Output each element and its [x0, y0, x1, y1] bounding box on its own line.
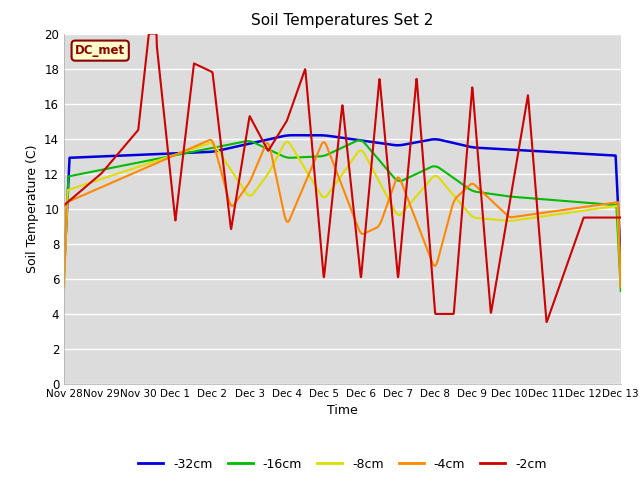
-4cm: [126, 172, 134, 178]
-16cm: [617, 288, 625, 294]
-16cm: [60, 274, 68, 279]
-32cm: [378, 141, 385, 146]
-2cm: [543, 319, 550, 325]
-8cm: [103, 174, 111, 180]
-8cm: [60, 285, 68, 290]
-2cm: [103, 164, 111, 169]
-2cm: [126, 137, 134, 143]
Line: -2cm: -2cm: [64, 34, 621, 322]
Title: Soil Temperatures Set 2: Soil Temperatures Set 2: [252, 13, 433, 28]
-32cm: [297, 132, 305, 138]
-4cm: [60, 285, 68, 290]
Line: -4cm: -4cm: [64, 140, 621, 288]
-4cm: [103, 182, 111, 188]
-16cm: [378, 160, 385, 166]
-4cm: [617, 284, 625, 290]
-16cm: [318, 153, 326, 159]
-2cm: [60, 203, 68, 208]
-32cm: [103, 153, 111, 159]
-8cm: [284, 139, 291, 145]
-4cm: [378, 218, 385, 224]
-2cm: [308, 144, 316, 149]
-32cm: [289, 132, 296, 138]
-16cm: [308, 154, 316, 160]
-8cm: [318, 193, 326, 199]
-2cm: [318, 257, 326, 263]
-32cm: [60, 268, 68, 274]
-2cm: [297, 79, 305, 85]
-2cm: [617, 215, 625, 220]
Line: -8cm: -8cm: [64, 142, 621, 288]
X-axis label: Time: Time: [327, 405, 358, 418]
Line: -16cm: -16cm: [64, 140, 621, 291]
-32cm: [308, 132, 316, 138]
-2cm: [378, 93, 385, 99]
-32cm: [617, 259, 625, 265]
-4cm: [297, 191, 305, 196]
-8cm: [297, 158, 305, 164]
-32cm: [126, 153, 134, 158]
-2cm: [145, 31, 153, 36]
-4cm: [308, 164, 316, 169]
-8cm: [308, 178, 316, 183]
-32cm: [318, 132, 326, 138]
Y-axis label: Soil Temperature (C): Soil Temperature (C): [26, 144, 38, 273]
Line: -32cm: -32cm: [64, 135, 621, 271]
-16cm: [355, 137, 363, 143]
-8cm: [378, 182, 385, 188]
-16cm: [126, 161, 134, 167]
-8cm: [126, 167, 134, 172]
-4cm: [207, 137, 214, 143]
Text: DC_met: DC_met: [75, 44, 125, 57]
Legend: -32cm, -16cm, -8cm, -4cm, -2cm: -32cm, -16cm, -8cm, -4cm, -2cm: [133, 453, 552, 476]
-4cm: [318, 140, 326, 146]
-16cm: [296, 155, 304, 160]
-8cm: [617, 283, 625, 289]
-16cm: [103, 166, 111, 172]
